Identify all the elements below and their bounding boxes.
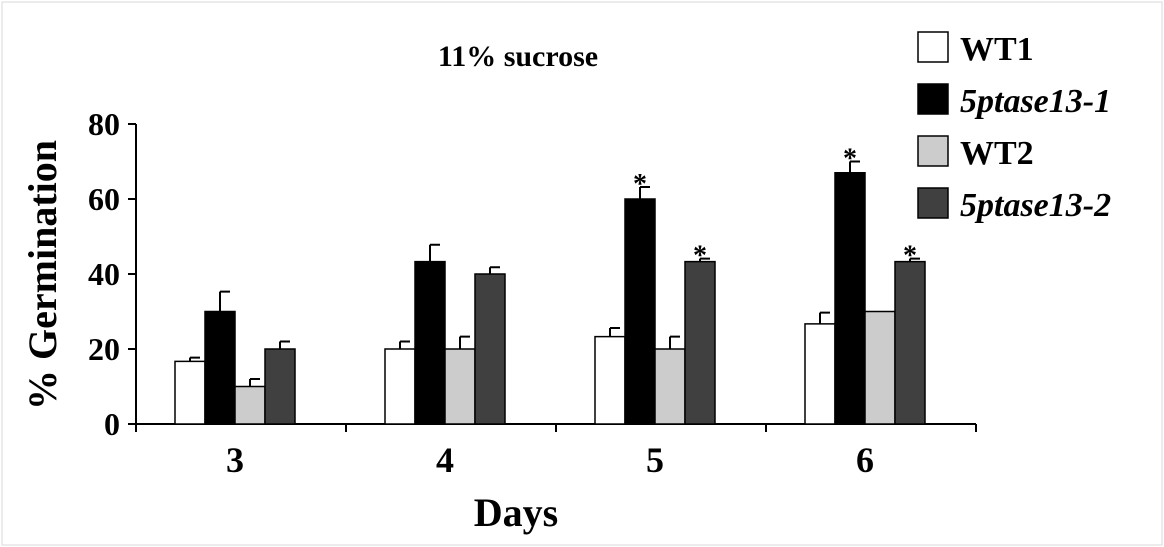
x-tick-label: 5 [646,440,664,480]
legend: WT1 5ptase13-1 WT2 5ptase13-2 [917,31,1111,224]
bar-WT1 [174,360,206,425]
x-tick-label: 4 [436,440,454,480]
bar-WT2 [864,310,896,425]
legend-label-WT2: WT2 [960,135,1034,172]
bar-WT1 [594,335,626,425]
bar-5ptase13-2 [684,260,716,425]
legend-label-5ptase13-1: 5ptase13-1 [960,83,1111,120]
legend-label-WT1: WT1 [960,31,1034,68]
bar-5ptase13-2 [264,348,296,425]
y-tick-label: 80 [88,106,120,142]
bar-WT2 [444,348,476,425]
bar-5ptase13-1 [204,310,236,425]
chart-title: 11% sucrose [438,40,598,73]
significance-marker: * [843,144,857,175]
legend-swatch-WT2 [917,135,949,167]
legend-swatch-5ptase13-2 [917,187,949,219]
significance-marker: * [633,169,647,200]
bar-5ptase13-1 [624,198,656,425]
bar-WT1 [804,323,836,425]
x-axis-label: Days [474,490,558,535]
y-axis-label: % Germination [20,140,65,410]
legend-label-5ptase13-2: 5ptase13-2 [960,187,1111,224]
bar-5ptase13-1 [414,260,446,425]
x-tick-label: 3 [226,440,244,480]
bar-5ptase13-1 [834,172,866,425]
plot-area: 0 20 40 60 80 3 4 * * 5 * * 6 [88,106,977,480]
significance-marker: * [693,241,707,272]
bar-5ptase13-2 [894,260,926,425]
bar-WT2 [234,385,266,425]
y-tick-label: 60 [88,181,120,217]
y-tick-label: 20 [88,331,120,367]
bar-WT2 [654,348,686,425]
y-tick-label: 0 [104,406,120,442]
y-tick-label: 40 [88,256,120,292]
bar-5ptase13-2 [474,273,506,425]
significance-marker: * [903,241,917,272]
legend-swatch-WT1 [917,31,949,63]
bar-WT1 [384,348,416,425]
legend-swatch-5ptase13-1 [917,83,949,115]
x-tick-label: 6 [856,440,874,480]
